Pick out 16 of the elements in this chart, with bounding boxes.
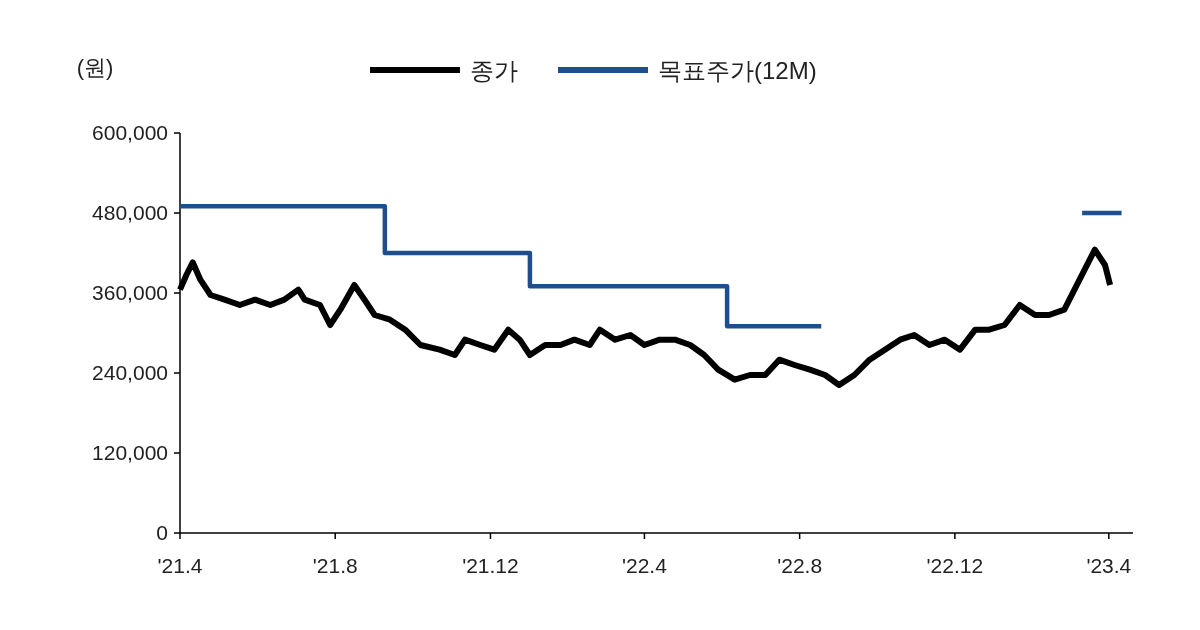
legend-label: 종가 [470, 57, 518, 84]
x-tick-label: '22.8 [777, 554, 823, 577]
y-axis-title: (원) [76, 55, 114, 80]
x-tick-label: '21.12 [462, 554, 519, 577]
y-tick-label: 240,000 [92, 361, 168, 384]
x-tick-label: '22.12 [926, 554, 984, 577]
y-tick-label: 0 [156, 521, 168, 544]
x-tick-label: '23.4 [1086, 554, 1132, 577]
x-tick-label: '21.4 [157, 554, 203, 577]
y-tick-label: 480,000 [92, 201, 168, 224]
x-tick-label: '22.4 [621, 554, 668, 577]
y-tick-label: 600,000 [92, 121, 168, 144]
x-tick-label: '21.8 [312, 554, 358, 577]
y-tick-label: 120,000 [92, 441, 168, 464]
y-tick-label: 360,000 [92, 281, 168, 304]
legend-label: 목표주가(12M) [658, 57, 817, 84]
